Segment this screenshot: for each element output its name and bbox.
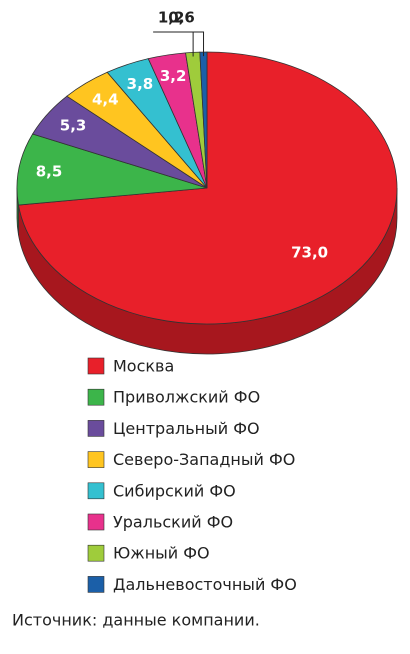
legend-label: Дальневосточный ФО	[113, 575, 297, 594]
pie-tops	[16, 51, 398, 325]
pie-slice	[16, 133, 208, 206]
value-label: 1,2	[158, 9, 185, 27]
legend-label: Южный ФО	[113, 544, 210, 563]
value-label: 3,2	[160, 67, 187, 85]
value-label: 73,0	[291, 243, 328, 261]
legend-swatch	[87, 420, 105, 437]
value-label: 0,6	[168, 9, 195, 27]
value-label: 8,5	[36, 162, 63, 180]
legend-label: Приволжский ФО	[113, 388, 260, 407]
legend-swatch	[87, 513, 105, 531]
legend-swatch	[87, 544, 105, 562]
value-label: 3,8	[127, 75, 154, 93]
legend-label: Центральный ФО	[113, 419, 260, 438]
legend-label: Северо-Западный ФО	[113, 450, 295, 469]
legend-swatch	[87, 388, 105, 406]
legend-label: Уральский ФО	[113, 513, 233, 532]
legend-swatch	[87, 451, 105, 468]
source-note: Источник: данные компании.	[12, 611, 260, 630]
legend-label: Сибирский ФО	[113, 481, 236, 500]
value-label: 5,3	[60, 116, 87, 134]
pie-slice	[18, 51, 398, 325]
value-label: 4,4	[92, 90, 119, 108]
legend-swatch	[87, 482, 105, 500]
legend-label: Москва	[113, 357, 174, 376]
leader-line	[163, 31, 205, 57]
legend-swatch	[87, 357, 105, 375]
legend-swatch	[87, 576, 105, 593]
